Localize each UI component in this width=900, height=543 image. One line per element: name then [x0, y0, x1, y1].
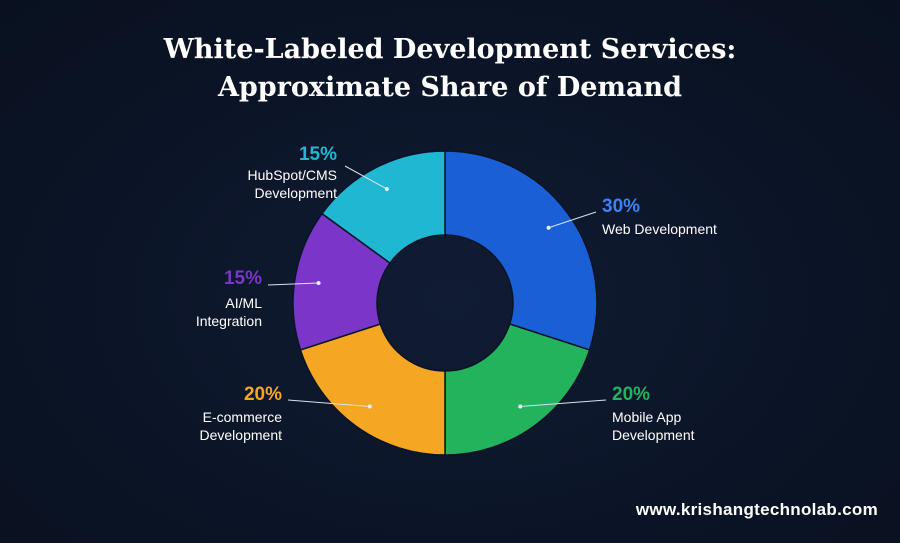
- chart-title-line-1: White-Labeled Development Services:: [163, 34, 737, 65]
- slice-category-line: Development: [199, 427, 283, 443]
- slice-value-label-0: 30%: [602, 196, 641, 217]
- slice-category-line: AI/ML: [225, 295, 262, 311]
- slice-category-line: Web Development: [602, 221, 717, 237]
- slice-category-label-3: AI/ML Integration: [196, 294, 262, 330]
- slice-category-label-0: Web Development: [602, 220, 717, 238]
- leader-dot-0: [546, 225, 551, 230]
- slice-category-label-1: Mobile App Development: [612, 408, 695, 444]
- donut-slice-0: [444, 150, 598, 351]
- chart-title-line-2: Approximate Share of Demand: [217, 72, 683, 103]
- leader-line-1: [520, 399, 607, 408]
- leader-line-3: [267, 282, 319, 286]
- slice-category-label-4: HubSpot/CMS Development: [248, 166, 337, 202]
- website-url: www.krishangtechnolab.com: [635, 500, 878, 519]
- leader-line-2: [287, 399, 370, 408]
- slice-category-line: HubSpot/CMS: [247, 167, 337, 183]
- slice-category-line: Development: [254, 185, 338, 201]
- donut-slice-1: [444, 323, 591, 456]
- slice-category-line: E-commerce: [202, 409, 282, 425]
- slice-category-line: Integration: [195, 313, 262, 329]
- leader-dot-2: [367, 404, 372, 409]
- leader-dot-4: [384, 186, 389, 191]
- leader-dot-1: [518, 404, 523, 409]
- slice-category-line: Development: [612, 427, 695, 443]
- slice-value-label-4: 15%: [298, 144, 337, 165]
- slice-category-label-2: E-commerce Development: [200, 408, 283, 444]
- leader-line-0: [548, 211, 597, 229]
- donut-slice-2: [299, 323, 446, 456]
- slice-value-label-2: 20%: [243, 384, 282, 405]
- slice-category-line: Mobile App: [612, 409, 682, 425]
- leader-line-4: [344, 165, 388, 190]
- donut-slice-4: [320, 150, 446, 265]
- leader-dot-3: [316, 280, 321, 285]
- slice-value-label-1: 20%: [612, 384, 651, 405]
- slice-value-label-3: 15%: [223, 268, 262, 289]
